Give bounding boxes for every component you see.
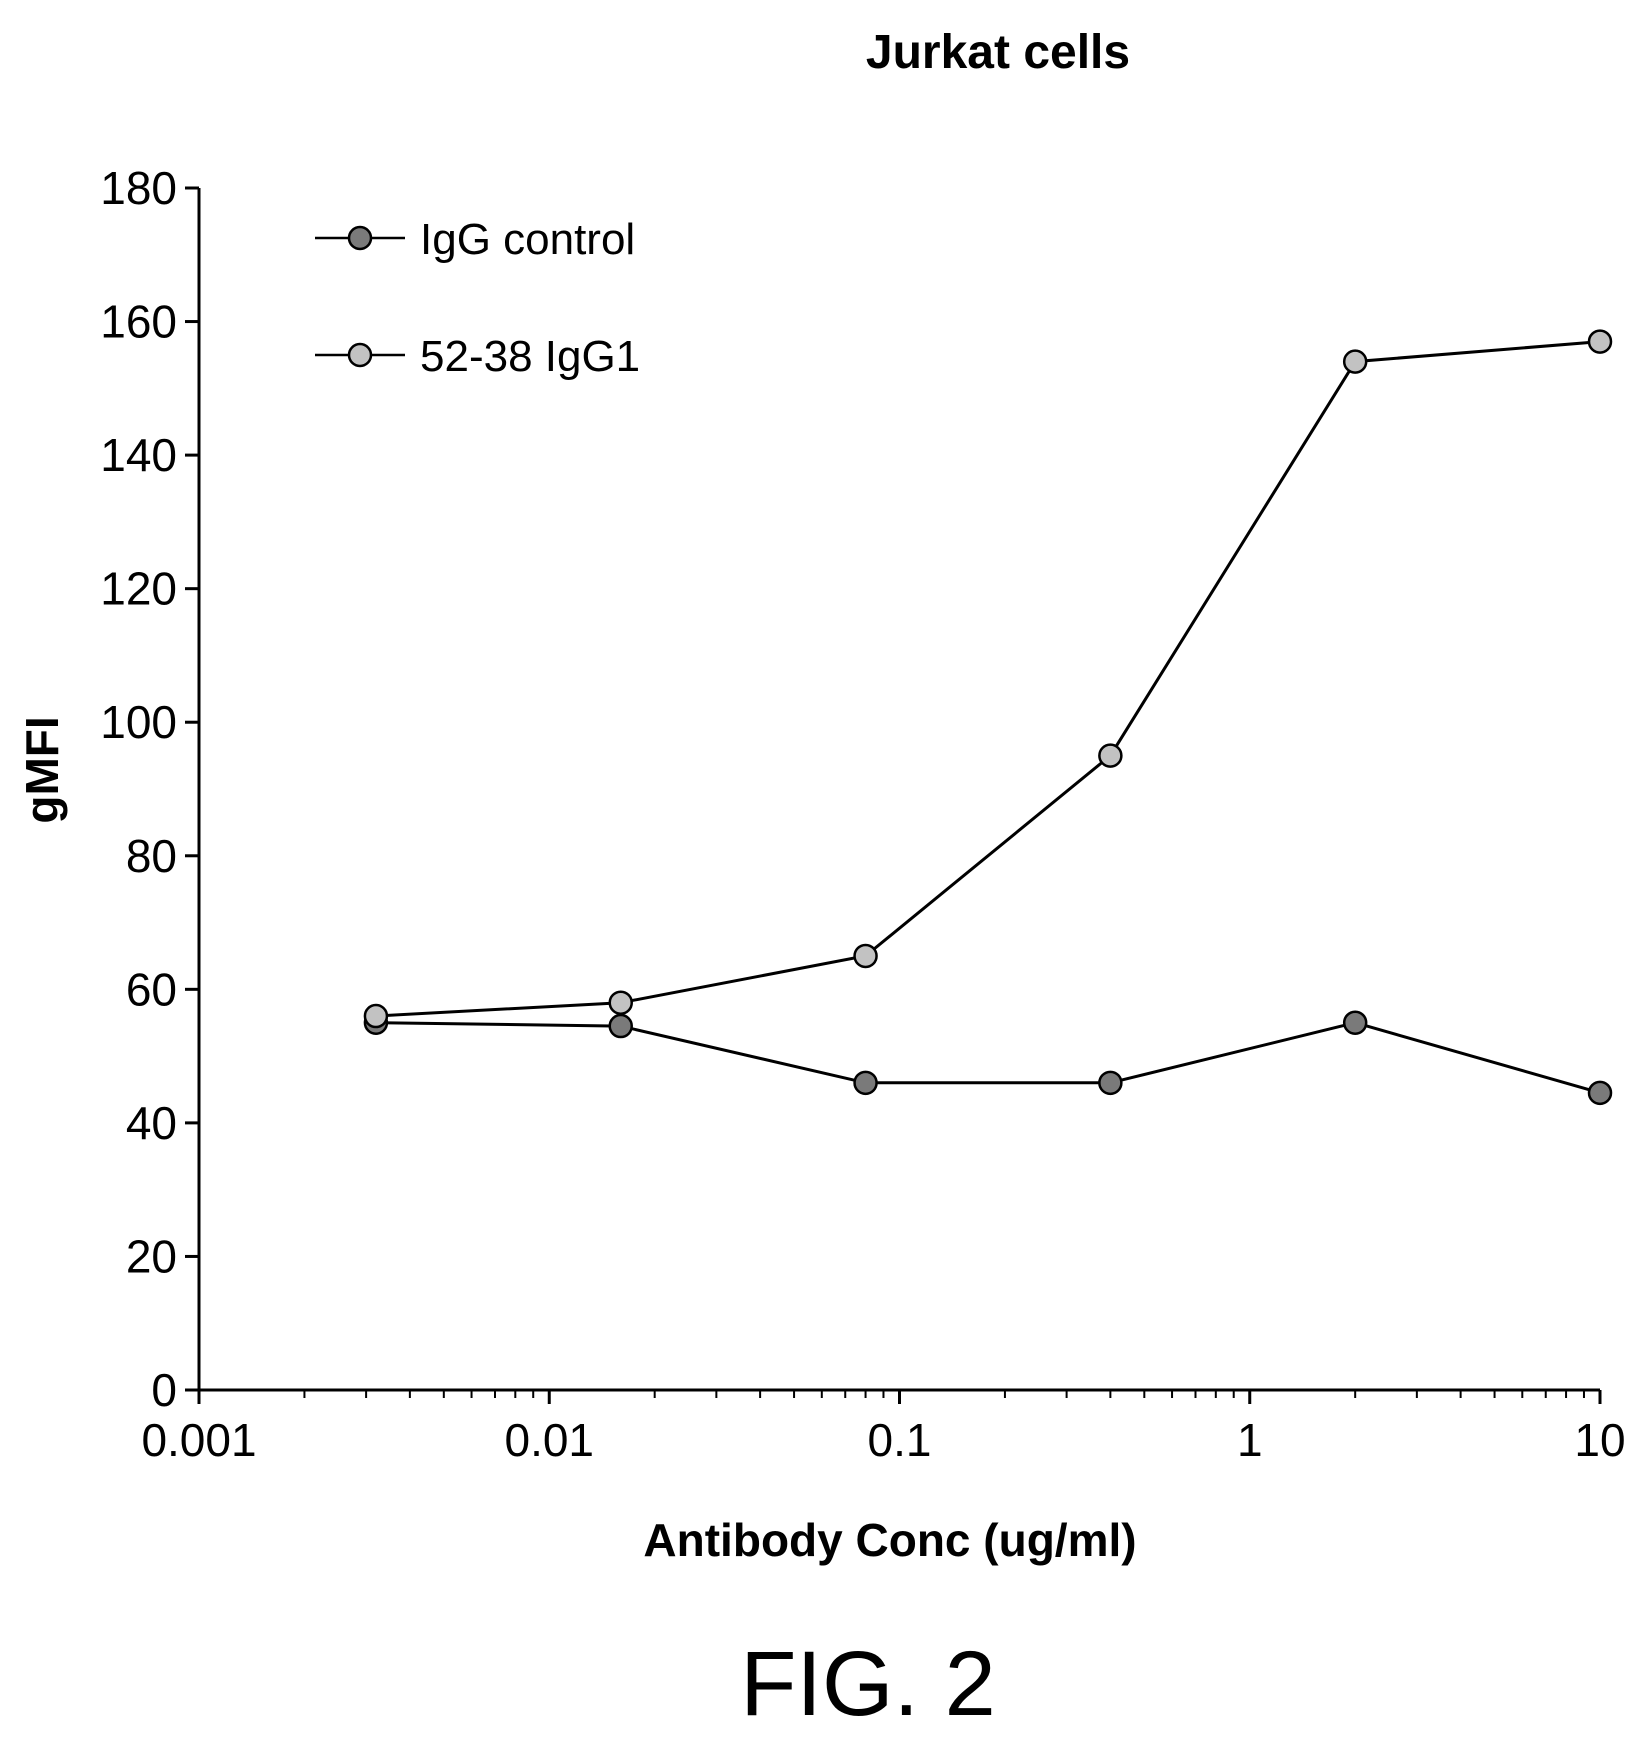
x-tick-label: 0.1 xyxy=(868,1414,932,1466)
data-point-52-38-igg1 xyxy=(1587,329,1613,354)
data-point-igg-control xyxy=(1587,1080,1613,1106)
data-point-52-38-igg1 xyxy=(1098,743,1123,768)
data-point-igg-control xyxy=(1098,1070,1123,1096)
legend-marker-igg-control xyxy=(347,225,373,251)
data-point-igg-control xyxy=(853,1070,878,1096)
y-tick-label: 0 xyxy=(151,1364,177,1416)
data-point-52-38-igg1 xyxy=(1342,349,1368,374)
chart-title: Jurkat cells xyxy=(866,26,1130,79)
series-layer xyxy=(363,329,1613,1106)
y-tick-label: 80 xyxy=(126,830,177,882)
data-point-igg-control xyxy=(1342,1010,1368,1035)
data-point-52-38-igg1 xyxy=(608,990,633,1015)
y-tick-label: 120 xyxy=(100,563,177,615)
y-tick-label: 100 xyxy=(100,696,177,748)
y-axis-label: gMFI xyxy=(16,716,68,823)
y-ticks: 0 20 40 60 80 100 120 140 160 180 xyxy=(100,162,199,1416)
legend-item-igg-control: IgG control xyxy=(315,215,635,264)
x-tick-label: 1 xyxy=(1237,1414,1263,1466)
legend-label-52-38-igg1: 52-38 IgG1 xyxy=(420,332,640,381)
y-tick-label: 20 xyxy=(126,1230,177,1282)
y-tick-label: 180 xyxy=(100,162,177,214)
legend: IgG control 52-38 IgG1 xyxy=(315,215,640,381)
x-ticks: 0.001 0.01 0.1 1 10 xyxy=(141,1390,1626,1466)
legend-label-igg-control: IgG control xyxy=(420,215,635,264)
y-tick-label: 160 xyxy=(100,296,177,348)
data-point-52-38-igg1 xyxy=(853,943,878,969)
x-tick-label: 0.001 xyxy=(141,1414,256,1466)
data-point-igg-control xyxy=(608,1013,633,1039)
y-tick-label: 60 xyxy=(126,963,177,1015)
x-tick-label: 0.01 xyxy=(504,1414,594,1466)
series-line-igg-control xyxy=(375,1021,1601,1095)
y-tick-label: 40 xyxy=(126,1097,177,1149)
legend-marker-52-38-igg1 xyxy=(347,342,373,368)
data-point-52-38-igg1 xyxy=(363,1003,389,1029)
x-axis-label: Antibody Conc (ug/ml) xyxy=(643,1514,1136,1566)
figure-label: FIG. 2 xyxy=(740,1633,996,1735)
x-axis: 0.001 0.01 0.1 1 10 xyxy=(141,1388,1626,1466)
x-tick-label: 10 xyxy=(1574,1414,1625,1466)
y-tick-label: 140 xyxy=(100,429,177,481)
legend-item-52-38-igg1: 52-38 IgG1 xyxy=(315,332,640,381)
series-line-52-38-igg1 xyxy=(375,340,1601,1018)
y-axis: 0 20 40 60 80 100 120 140 160 180 xyxy=(100,162,201,1416)
